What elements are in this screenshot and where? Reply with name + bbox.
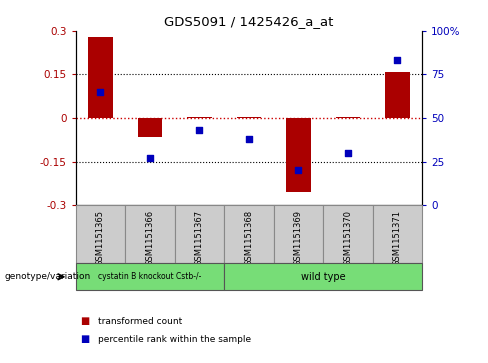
Text: GSM1151370: GSM1151370 <box>344 210 352 266</box>
Bar <box>274 205 323 263</box>
Point <box>97 89 104 95</box>
Bar <box>175 205 224 263</box>
Bar <box>76 205 125 263</box>
Bar <box>286 118 311 192</box>
Text: transformed count: transformed count <box>98 317 182 326</box>
Title: GDS5091 / 1425426_a_at: GDS5091 / 1425426_a_at <box>164 15 334 28</box>
Text: ■: ■ <box>81 334 90 344</box>
Bar <box>187 117 212 118</box>
Text: ■: ■ <box>81 316 90 326</box>
Bar <box>323 205 373 263</box>
Bar <box>385 72 410 118</box>
Text: GSM1151365: GSM1151365 <box>96 210 105 266</box>
Point <box>393 58 401 64</box>
Text: GSM1151368: GSM1151368 <box>244 210 253 266</box>
Text: GSM1151371: GSM1151371 <box>393 210 402 266</box>
Point <box>245 136 253 142</box>
Bar <box>224 205 274 263</box>
Bar <box>373 205 422 263</box>
Text: genotype/variation: genotype/variation <box>5 272 91 281</box>
Point <box>146 155 154 161</box>
Point <box>196 127 203 133</box>
Text: GSM1151369: GSM1151369 <box>294 210 303 266</box>
Bar <box>237 117 261 118</box>
Text: wild type: wild type <box>301 272 346 282</box>
Point <box>344 150 352 156</box>
Bar <box>88 37 113 118</box>
Text: GSM1151367: GSM1151367 <box>195 210 204 266</box>
Text: cystatin B knockout Cstb-/-: cystatin B knockout Cstb-/- <box>98 272 202 281</box>
Bar <box>76 263 224 290</box>
Text: GSM1151366: GSM1151366 <box>145 210 154 266</box>
Bar <box>336 117 360 118</box>
Text: percentile rank within the sample: percentile rank within the sample <box>98 335 251 344</box>
Bar <box>224 263 422 290</box>
Point <box>294 167 302 173</box>
Bar <box>138 118 162 137</box>
Bar <box>125 205 175 263</box>
